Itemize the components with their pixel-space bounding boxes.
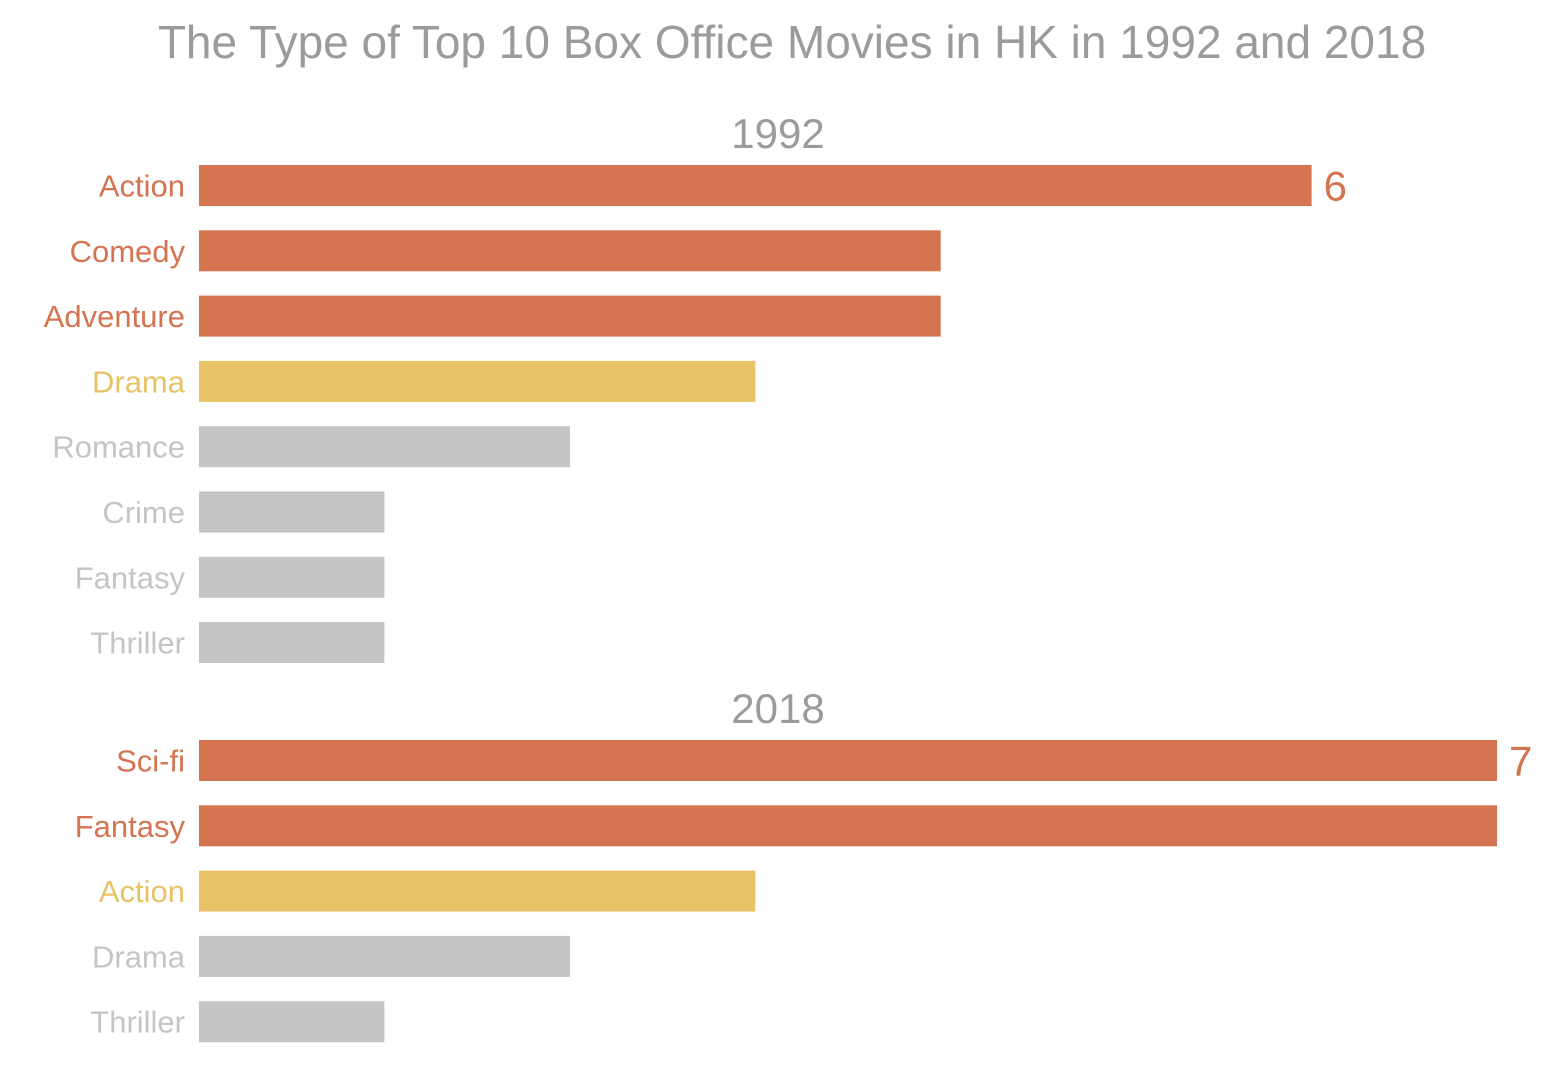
category-label: Sci-fi (116, 744, 185, 779)
category-label: Drama (92, 939, 186, 974)
category-label: Drama (92, 364, 186, 399)
category-label: Comedy (70, 234, 186, 269)
bar-adventure (199, 295, 941, 337)
data-label: 6 (1324, 163, 1347, 210)
bar-thriller (199, 1001, 385, 1043)
chart-title: The Type of Top 10 Box Office Movies in … (158, 16, 1426, 68)
category-label: Action (99, 169, 185, 204)
bar-drama (199, 360, 756, 402)
panel-2018: 2018 Sci-fi 7 Fantasy Action Drama Thriller (75, 685, 1532, 1043)
bar-sci-fi (199, 740, 1497, 781)
panel-title: 1992 (731, 110, 824, 157)
category-label: Action (99, 874, 185, 909)
category-label: Thriller (90, 1005, 185, 1040)
bar-fantasy (199, 805, 1497, 847)
category-label: Romance (52, 430, 185, 465)
data-label: 7 (1509, 738, 1532, 785)
bar-romance (199, 426, 570, 468)
chart-panels: 1992 Action 6 Comedy Adventure Drama Romance Cr… (44, 110, 1532, 1043)
category-label: Adventure (44, 299, 185, 334)
bar-comedy (199, 230, 941, 272)
bar-drama (199, 935, 570, 977)
panel-1992: 1992 Action 6 Comedy Adventure Drama Romance Cr… (44, 110, 1347, 664)
bar-action (199, 165, 1312, 206)
category-label: Fantasy (75, 809, 186, 844)
category-label: Thriller (90, 626, 185, 661)
bar-fantasy (199, 556, 385, 598)
bar-crime (199, 491, 385, 533)
category-label: Fantasy (75, 560, 186, 595)
bar-action (199, 870, 756, 912)
bar-thriller (199, 622, 385, 664)
panel-title: 2018 (731, 685, 824, 732)
category-label: Crime (102, 495, 185, 530)
